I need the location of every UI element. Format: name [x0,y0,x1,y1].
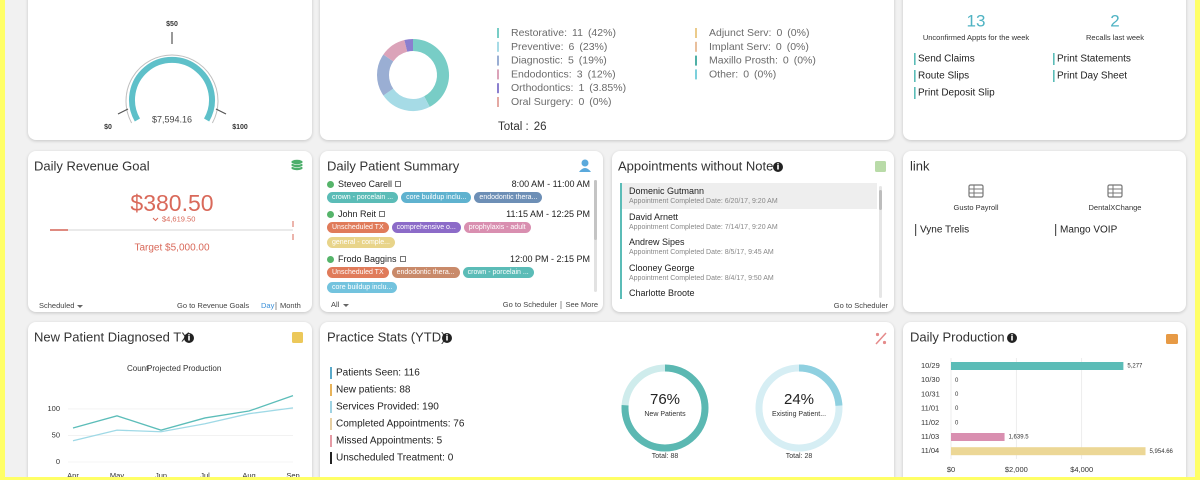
card [903,322,1186,477]
tag-list: crown - porcelain ... core buildup inclu.… [326,191,592,205]
procedure-tag[interactable]: general - comple... [327,237,395,248]
card [28,0,312,140]
card [903,151,1186,312]
appointment-item[interactable]: Andrew Sipes Appointment Completed Date: … [620,234,877,260]
check-icon [327,210,334,218]
patient-time: 8:00 AM - 11:00 AM [511,179,590,189]
procedure-tag[interactable]: Unscheduled TX [327,267,389,278]
check-icon [327,255,334,263]
patient-name: Charlotte Broote [629,288,695,298]
check-icon [327,180,334,188]
patient-row: John Reit 11:15 AM - 12:25 PM [326,207,592,221]
card [612,151,894,312]
patient-row: Frodo Baggins 12:00 PM - 2:15 PM [326,252,592,266]
patient-time: 11:15 AM - 12:25 PM [506,209,590,219]
completed-date: Appointment Completed Date: 8/4/17, 9:50… [629,274,774,282]
tag-list: Unscheduled TX comprehensive o... prophyla… [326,221,592,250]
procedure-tag[interactable]: endodontic thera... [391,267,460,278]
patient-name: David Arnett [629,211,679,222]
patient-name: Steveo Carell [338,179,393,189]
patient-item[interactable]: Frodo Baggins 12:00 PM - 2:15 PM Unschedul… [326,252,592,295]
procedure-tag[interactable]: prophylaxis - adult [463,222,531,233]
patient-time: 12:00 PM - 2:15 PM [509,254,590,264]
appointment-item[interactable]: David Arnett Appointment Completed Date: … [620,208,877,234]
procedure-tag[interactable]: core buildup inclu... [401,192,472,203]
patient-name: Domenic Gutmann [629,186,705,196]
patient-name-wrap: Frodo Baggins [326,254,406,264]
patient-name: Clooney George [629,262,695,273]
patient-name-wrap: John Reit [326,209,386,219]
patient-name: Andrew Sipes [629,237,685,247]
patient-name: John Reit [338,209,377,219]
card [320,322,894,477]
patient-item[interactable]: John Reit 11:15 AM - 12:25 PM Unscheduled … [326,207,592,250]
external-link-icon [379,211,386,217]
card [903,0,1186,140]
appointment-item[interactable]: Clooney George Appointment Completed Date… [620,259,877,285]
completed-date: Appointment Completed Date: 6/20/17, 9:2… [629,198,778,205]
procedure-tag[interactable]: endodontic thera... [474,192,543,203]
patient-item[interactable]: Steveo Carell 8:00 AM - 11:00 AM crown - p… [326,177,592,205]
procedure-tag[interactable]: comprehensive o... [391,222,461,233]
completed-date: Appointment Completed Date: 7/14/17, 9:2… [629,223,778,231]
procedure-tag[interactable]: crown - porcelain ... [327,192,399,203]
card [320,0,894,140]
appointment-item[interactable]: Domenic Gutmann Appointment Completed Dat… [620,183,877,209]
tag-list: Unscheduled TX endodontic thera... crown -… [326,266,592,295]
patient-name: Frodo Baggins [338,254,397,264]
procedure-tag[interactable]: crown - porcelain ... [462,267,534,278]
appointment-item[interactable]: Charlotte Broote [620,285,877,299]
card [28,151,312,312]
appointment-list: Domenic Gutmann Appointment Completed Dat… [620,183,877,299]
patient-list: Steveo Carell 8:00 AM - 11:00 AM crown - p… [326,177,592,297]
patient-name-wrap: Steveo Carell [326,179,402,189]
patient-row: Steveo Carell 8:00 AM - 11:00 AM [326,177,592,191]
completed-date: Appointment Completed Date: 8/5/17, 9:45… [629,249,774,256]
card [28,322,312,477]
procedure-tag[interactable]: core buildup inclu... [327,282,398,293]
procedure-tag[interactable]: Unscheduled TX [327,222,389,233]
external-link-icon [399,256,406,262]
external-link-icon [395,181,402,187]
